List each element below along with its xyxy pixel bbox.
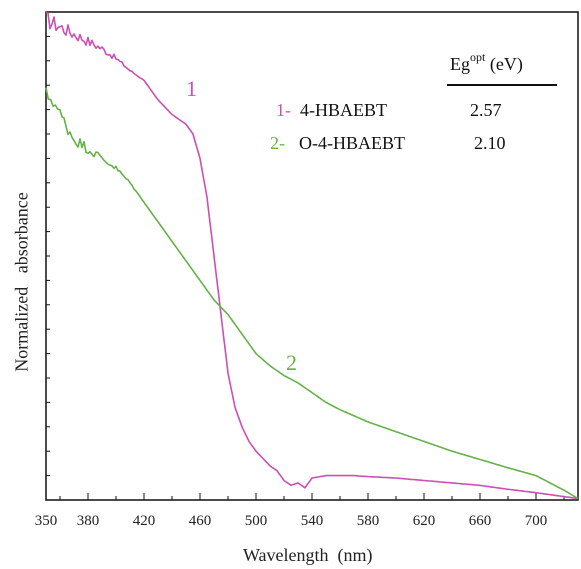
series-line-2: [45, 87, 579, 500]
legend-entry-2-prefix: 2-: [270, 133, 285, 153]
x-tick-label: 350: [34, 513, 58, 529]
legend-entry-1-prefix: 1-: [276, 100, 291, 120]
x-axis-title: Wavelength (nm): [243, 545, 373, 565]
legend-entry-2-eg: 2.10: [474, 133, 506, 153]
y-axis-title: Normalized absorbance: [11, 192, 32, 372]
eg-header-symbol: Eg: [450, 54, 470, 74]
x-tick-label: 700: [524, 513, 548, 529]
x-tick-label: 540: [300, 513, 324, 529]
series-line-1: [45, 11, 579, 500]
x-tick-label: 660: [468, 513, 492, 529]
eg-header-unit: (eV): [489, 54, 523, 74]
axes: [45, 11, 579, 501]
x-tick-label: 620: [412, 513, 436, 529]
x-tick-label: 500: [244, 513, 268, 529]
eg-header-sup: opt: [470, 50, 486, 64]
legend-entry-1-eg: 2.57: [470, 100, 502, 120]
series-layer: [45, 11, 579, 500]
legend-entry-1-name: 4-HBAEBT: [300, 100, 387, 120]
legend-entry-2-name: O-4-HBAEBT: [299, 133, 405, 153]
x-tick-label: 380: [76, 513, 100, 529]
eg-header-underline: [447, 84, 557, 86]
x-tick-label: 460: [188, 513, 212, 529]
x-tick-label: 580: [356, 513, 380, 529]
x-tick-label: 420: [132, 513, 156, 529]
curve-1-label: 1: [186, 76, 197, 101]
eg-header: Egopt (eV): [450, 50, 523, 75]
curve-2-label: 2: [286, 350, 297, 375]
